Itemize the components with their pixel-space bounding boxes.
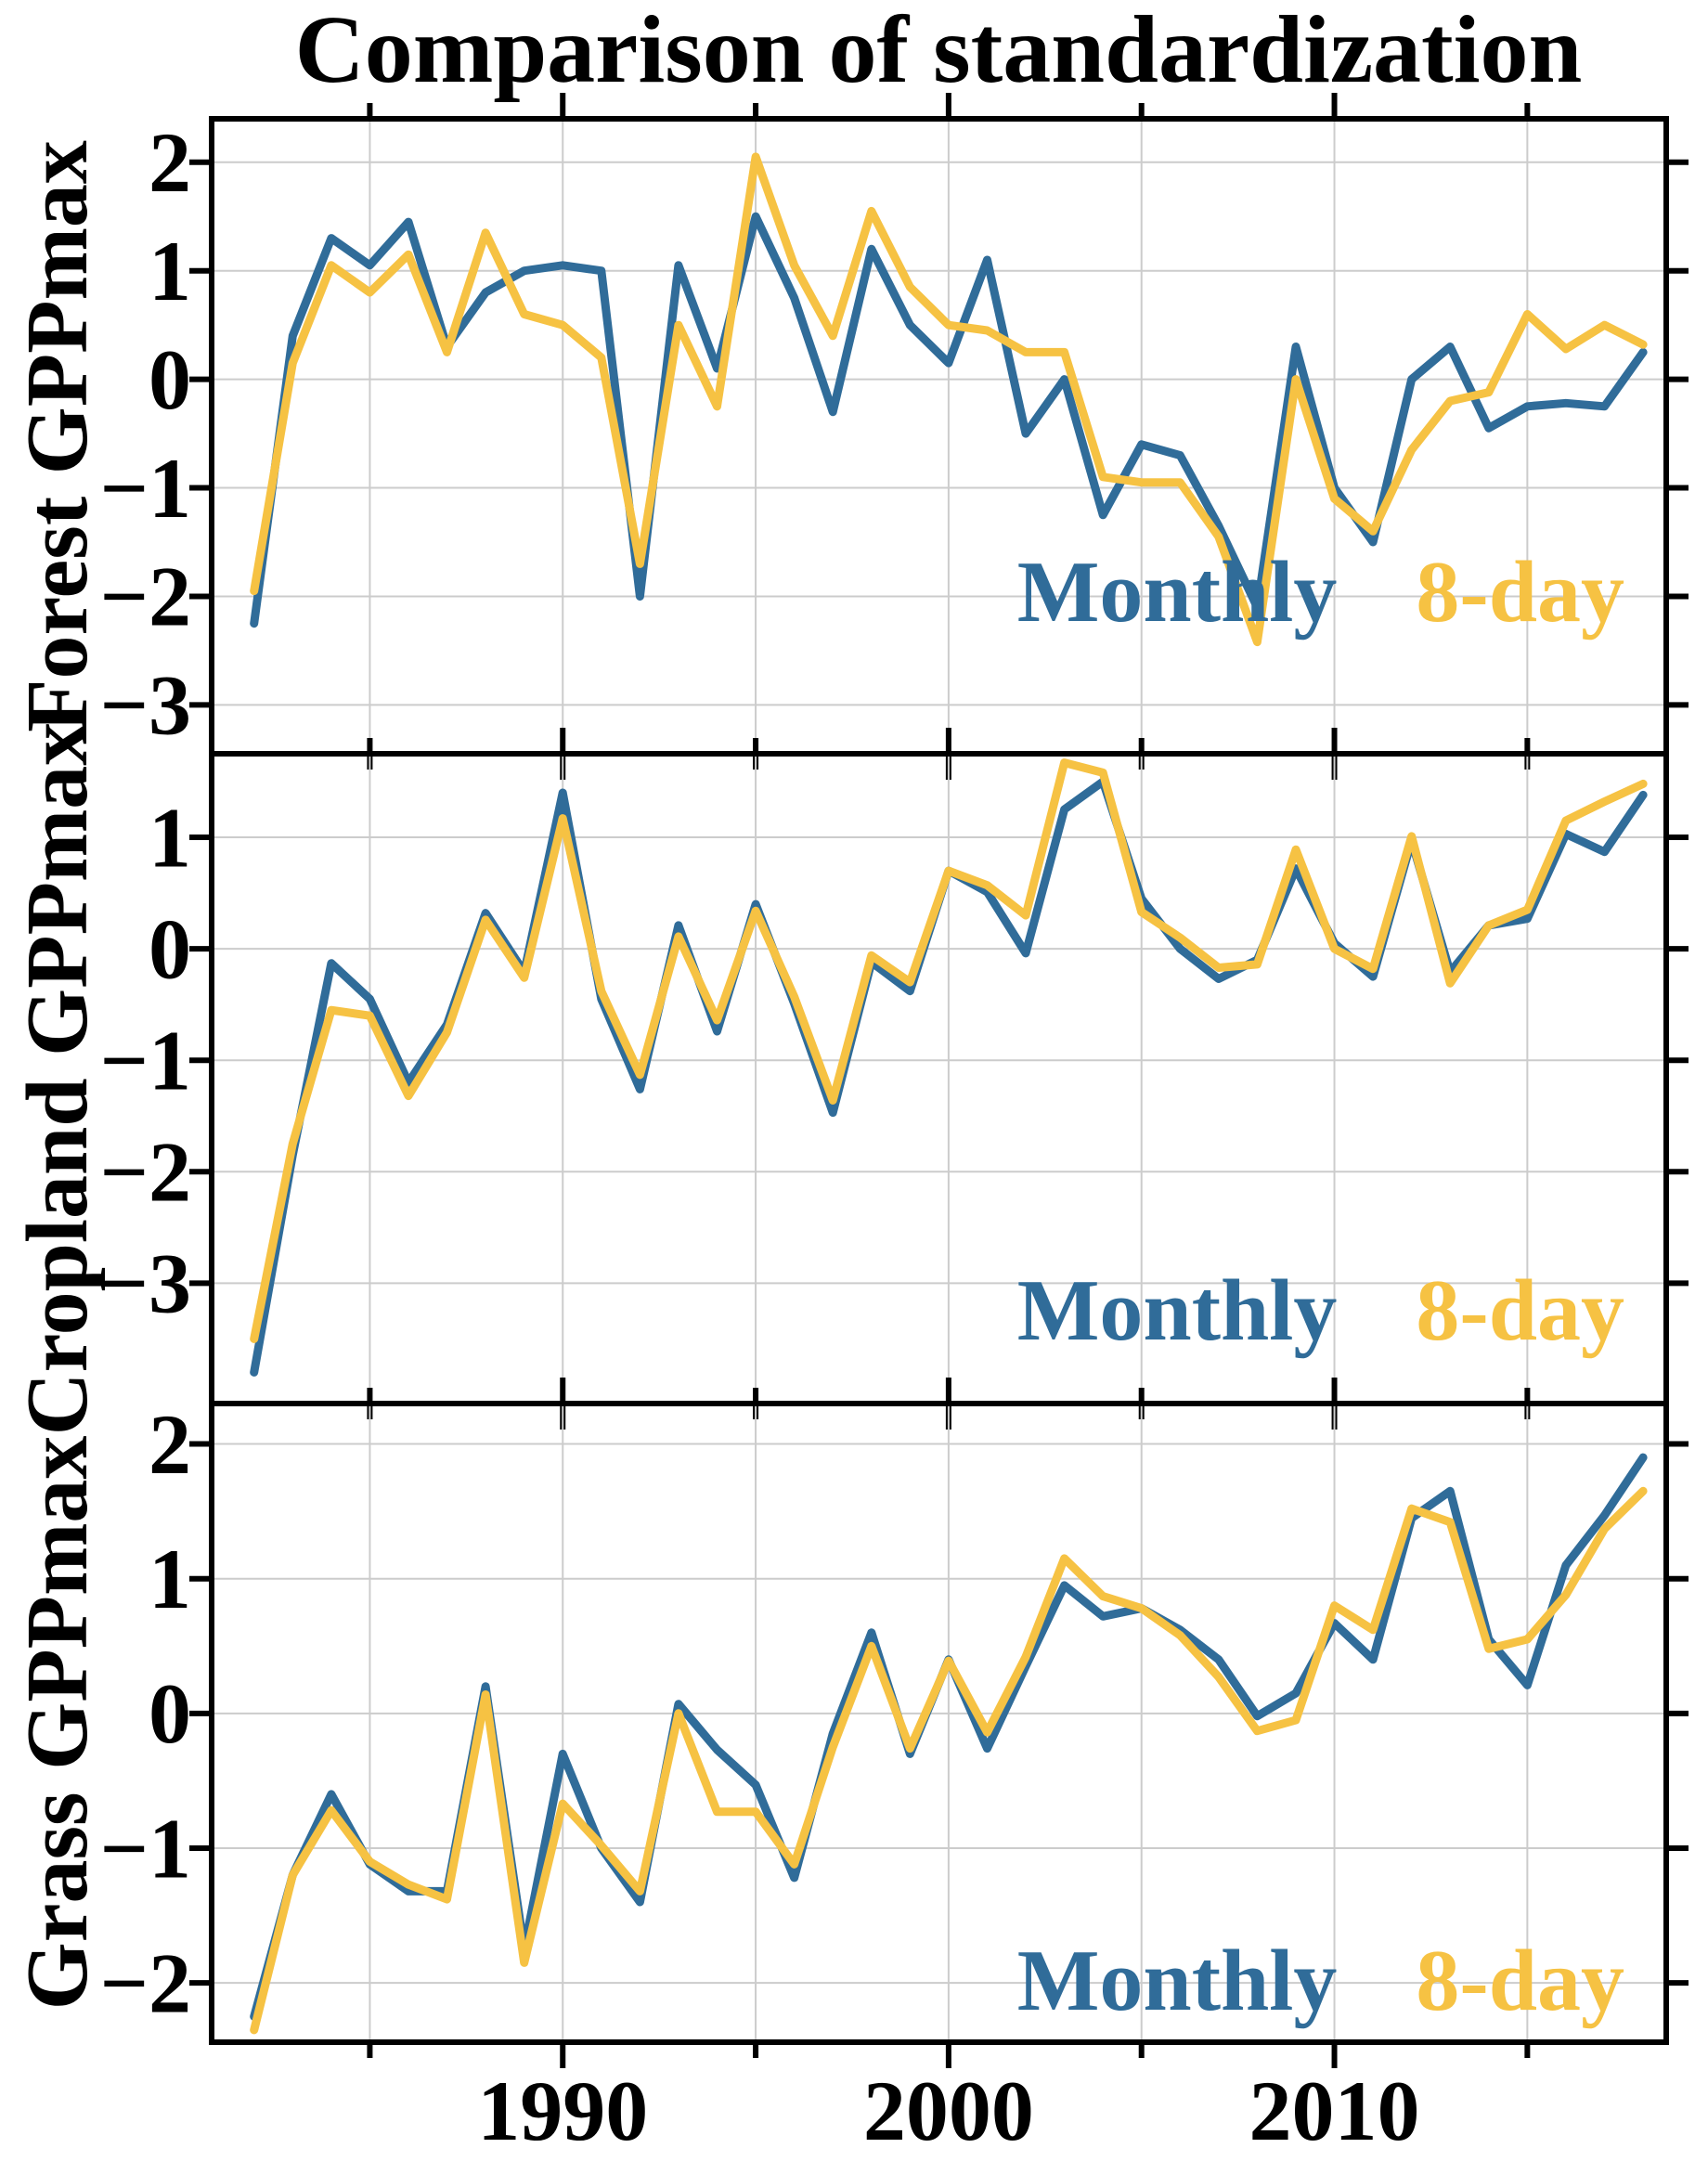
grass-border [209,1401,1669,2045]
grass-ytick-label: 0 [149,1666,191,1761]
forest-monthly-line [250,212,1648,628]
forest-ytick-label: 1 [149,224,191,318]
legend-grass: Monthly 8-day [1017,1931,1624,2031]
grass-ytick-label: −2 [100,1935,191,2030]
legend-8day-label: 8-day [1416,1933,1624,2029]
ylabel-forest: Forest GPPmax [9,140,106,732]
grass-ticks [189,1378,1689,2068]
legend-cropland: Monthly 8-day [1017,1261,1624,1361]
grass-ytick-label: −1 [100,1801,191,1896]
forest-border [209,116,1669,757]
cropland-ytick-label: −1 [100,1013,191,1107]
forest-ytick-label: −3 [100,658,191,753]
grass-ytick-label: 1 [149,1532,191,1626]
xtick-label: 1990 [477,2064,648,2158]
legend-forest: Monthly 8-day [1017,542,1624,642]
grass-ytick-label: 2 [149,1397,191,1492]
forest-ticks [189,93,1689,780]
legend-monthly-label: Monthly [1016,544,1338,641]
legend-monthly-label: Monthly [1016,1262,1338,1359]
grass-8day-line [250,1486,1648,2035]
forest-8day-line [250,152,1648,647]
xtick-label: 2000 [863,2064,1034,2158]
cropland-8day-line [250,758,1648,1343]
legend-8day-label: 8-day [1416,1262,1624,1359]
figure-title: Comparison of standardization [294,0,1583,103]
forest-gridlines [212,119,1666,754]
ylabel-grass: Grass GPPmax [9,1435,106,2011]
ylabel-cropland: Cropland GPPmax [9,721,106,1436]
cropland-ytick-label: −2 [100,1125,191,1220]
legend-8day-label: 8-day [1416,544,1624,641]
cropland-ytick-label: 1 [149,790,191,885]
forest-ytick-label: −2 [100,550,191,644]
panel-forest: 2 1 0 −1 −2 −3 [100,93,1689,780]
forest-ytick-label: 0 [149,332,191,427]
legend-monthly-label: Monthly [1016,1933,1338,2029]
forest-ytick-label: −1 [100,441,191,536]
panel-grass: 2 1 0 −1 −2 [100,1378,1689,2068]
xtick-label: 2010 [1249,2064,1420,2158]
cropland-ytick-label: 0 [149,901,191,996]
cropland-ytick-label: −3 [100,1236,191,1331]
forest-ytick-label: 2 [149,115,191,210]
cropland-gridlines [212,754,1666,1404]
grass-gridlines [212,1404,1666,2042]
